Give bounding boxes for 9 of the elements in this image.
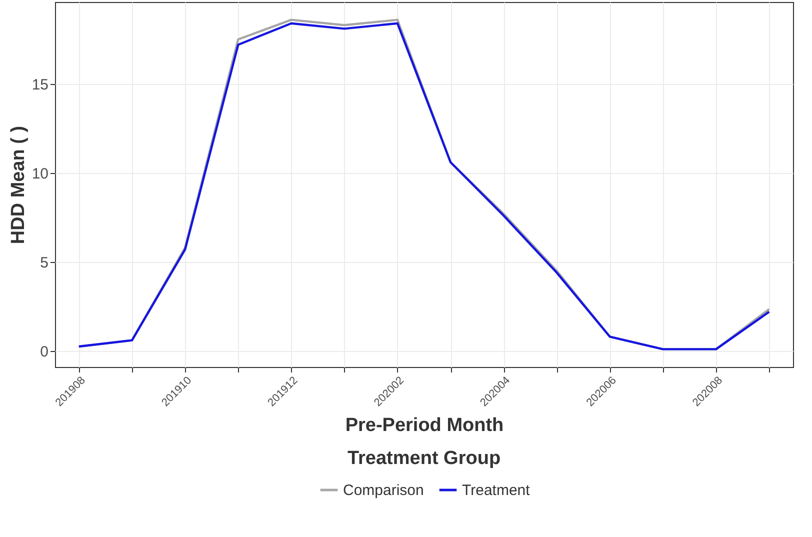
y-tick-label: 5 [40, 254, 48, 272]
legend-label: Treatment [462, 482, 531, 499]
y-axis-title: HDD Mean ( ) [8, 126, 29, 244]
y-tick-label: 15 [32, 76, 48, 94]
y-tick-label: 0 [40, 343, 48, 360]
legend-label: Comparison [343, 482, 424, 499]
legend-title: Treatment Group [347, 448, 501, 469]
y-tick-label: 10 [32, 165, 48, 182]
x-axis-title: Pre-Period Month [345, 415, 504, 436]
